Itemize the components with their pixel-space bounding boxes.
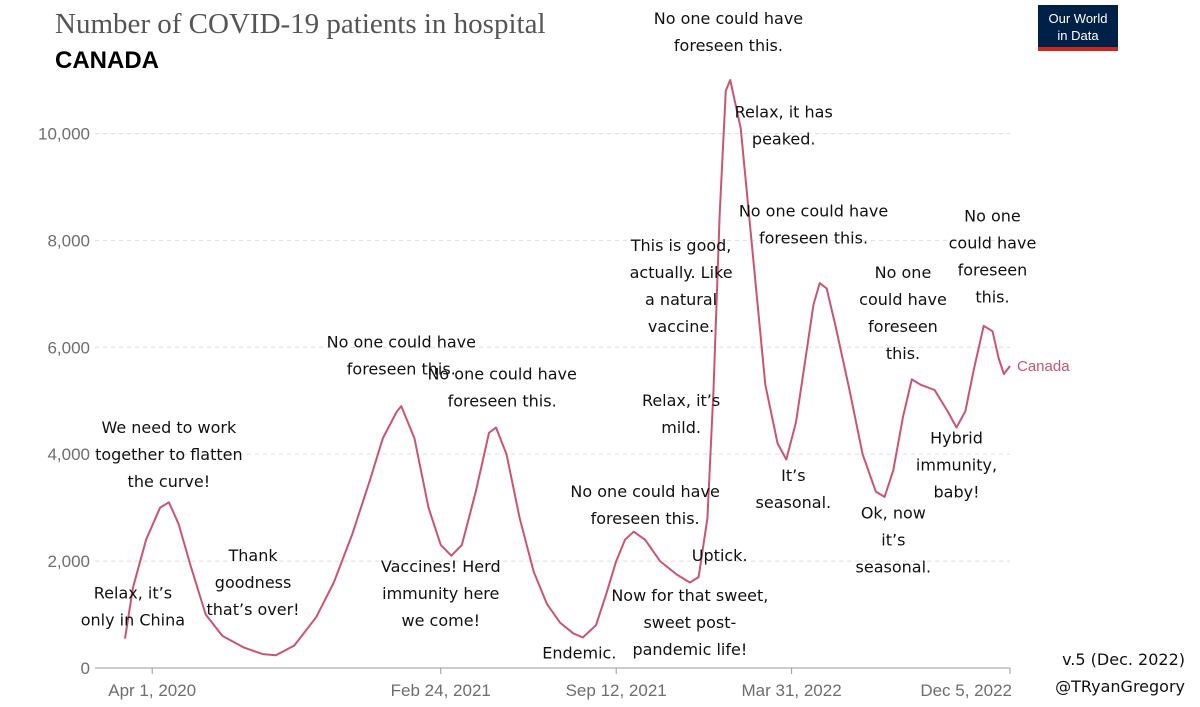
annotation: Ok, now it’s seasonal. [856, 503, 932, 576]
annotation: Now for that sweet, sweet post-pandemic l… [611, 586, 768, 659]
annotation: No one could have foreseen this. [327, 332, 476, 378]
annotation: No one could have foreseen this. [570, 482, 719, 528]
chart-title: Number of COVID-19 patients in hospital [55, 8, 546, 40]
annotation: We need to work together to flatten the cu… [95, 418, 243, 491]
author-handle: @TRyanGregory [1055, 677, 1185, 696]
annotation: No one could have foreseen this. [739, 201, 888, 247]
logo-line-2: in Data [1057, 28, 1099, 43]
y-tick-label: 4,000 [47, 445, 90, 464]
annotation: No one could have foreseen this. [949, 207, 1037, 307]
annotation: No one could have foreseen this. [654, 9, 803, 55]
y-tick-label: 6,000 [47, 338, 90, 357]
series-line-canada [124, 79, 1011, 657]
annotation: Hybrid immunity, baby! [916, 428, 997, 501]
x-tick-label: Feb 24, 2021 [391, 681, 491, 700]
version-label: v.5 (Dec. 2022) [1062, 650, 1185, 669]
y-tick-label: 8,000 [47, 231, 90, 250]
logo-accent-bar [1038, 47, 1118, 51]
owid-logo[interactable]: Our World in Data [1038, 5, 1118, 51]
annotation: Relax, it has peaked. [735, 102, 833, 148]
annotation: Relax, it’s mild. [642, 391, 720, 437]
annotation: Endemic. [542, 643, 616, 662]
annotations: Relax, it’s only in China We need to work t… [81, 9, 1037, 663]
x-tick-label: Mar 31, 2022 [742, 681, 842, 700]
annotation: No one could have foreseen this. [427, 364, 576, 410]
annotation: Vaccines! Herd immunity here we come! [381, 557, 501, 630]
y-tick-label: 2,000 [47, 552, 90, 571]
y-tick-label: 0 [81, 659, 90, 678]
series-label: Canada [1017, 358, 1070, 375]
annotation: Thank goodness that’s over! [207, 546, 300, 619]
annotation: This is good, actually. Like a natural vacc… [630, 236, 733, 336]
y-tick-label: 10,000 [38, 124, 90, 143]
x-tick-label: Sep 12, 2021 [566, 681, 667, 700]
logo-line-1: Our World [1049, 11, 1108, 26]
logo-background [1038, 5, 1118, 51]
x-tick-label: Dec 5, 2022 [920, 681, 1012, 700]
annotation: Uptick. [692, 546, 748, 565]
grid-lines [95, 132, 1010, 562]
series-layer: Canada [124, 79, 1070, 657]
chart-subtitle: CANADA [55, 47, 159, 74]
axes: 0 2,000 4,000 6,000 8,000 10,000 Apr 1, 2020 Fe… [38, 124, 1012, 700]
annotation: It’s seasonal. [756, 466, 832, 512]
annotation: No one could have foreseen this. [859, 263, 947, 363]
x-tick-label: Apr 1, 2020 [108, 681, 196, 700]
annotation: Relax, it’s only in China [81, 584, 185, 630]
